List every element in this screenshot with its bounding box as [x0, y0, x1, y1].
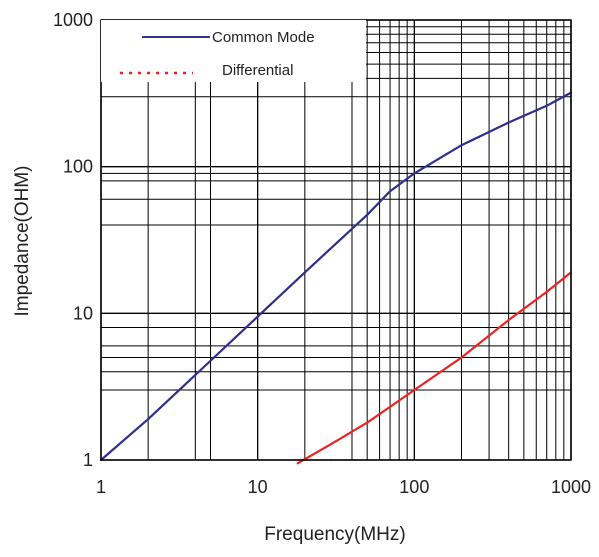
- y-tick-label: 1000: [53, 10, 93, 30]
- series-line-common-mode: [99, 91, 573, 462]
- y-tick-label: 1: [83, 450, 93, 470]
- minor-grid: [101, 20, 571, 460]
- x-tick-labels: 1 10 100 1000: [96, 477, 591, 497]
- series-layer: [99, 91, 573, 465]
- y-tick-label: 100: [63, 157, 93, 177]
- legend: Common Mode Differential: [101, 20, 366, 82]
- y-tick-label: 10: [73, 303, 93, 323]
- major-grid: [100, 19, 572, 461]
- y-axis-title: Impedance(OHM): [12, 166, 33, 317]
- x-tick-label: 100: [399, 477, 429, 497]
- plot-frame: [100, 19, 572, 461]
- x-tick-label: 1: [96, 477, 106, 497]
- x-tick-label: 10: [248, 477, 268, 497]
- x-tick-label: 1000: [551, 477, 591, 497]
- legend-label-common-mode: Common Mode: [212, 29, 315, 46]
- x-axis-title: Frequency(MHz): [264, 524, 405, 545]
- y-tick-labels: 1 10 100 1000: [53, 10, 93, 470]
- series-line-differential: [296, 271, 573, 465]
- legend-label-differential: Differential: [222, 62, 293, 79]
- legend-box: [101, 20, 366, 82]
